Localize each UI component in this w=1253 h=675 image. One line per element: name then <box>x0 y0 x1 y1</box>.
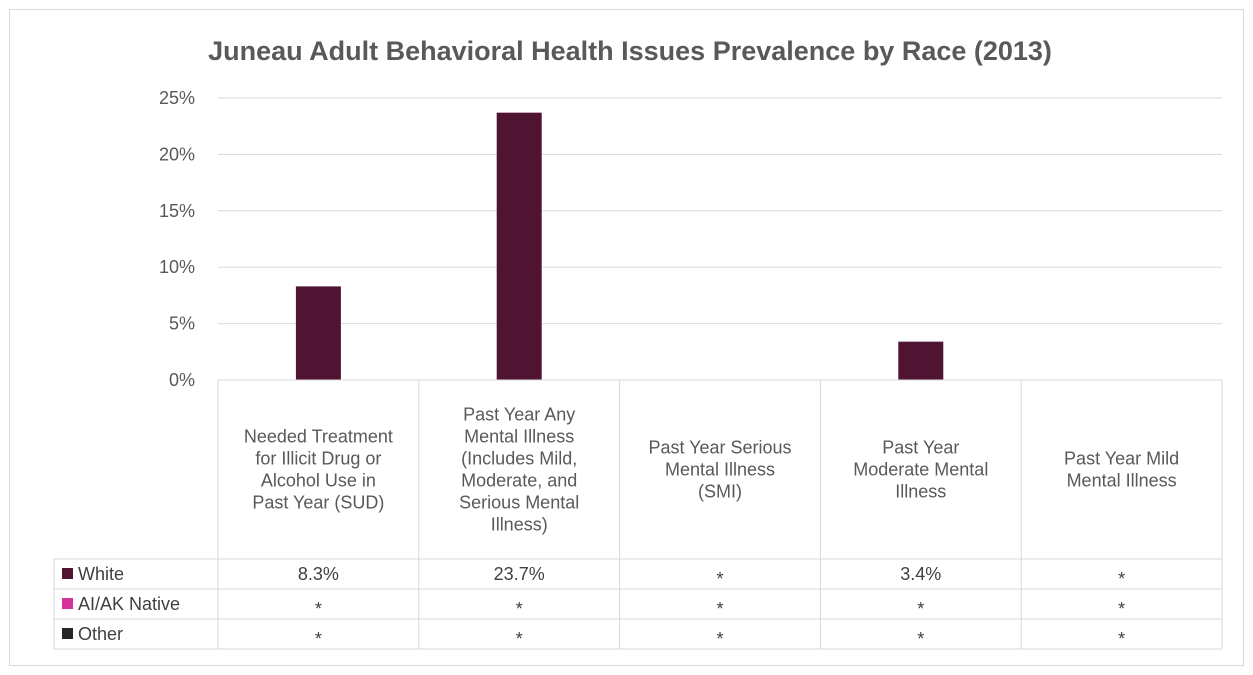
data-label: 8.3% <box>298 564 339 584</box>
category-label: Mental Illness <box>1067 471 1177 491</box>
data-label: * <box>516 629 523 649</box>
category-label: Illness <box>895 482 946 502</box>
category-label: Past Year Serious <box>648 438 791 458</box>
y-tick-label: 0% <box>169 370 195 390</box>
category-label: Serious Mental <box>459 493 579 513</box>
bar <box>295 286 341 380</box>
y-tick-label: 5% <box>169 314 195 334</box>
category-label: Past Year <box>882 438 959 458</box>
bars <box>295 112 944 380</box>
legend-label: AI/AK Native <box>78 594 180 614</box>
data-label: * <box>315 629 322 649</box>
legend-label: White <box>78 564 124 584</box>
data-label: * <box>716 629 723 649</box>
data-label: * <box>1118 569 1125 589</box>
category-label: Alcohol Use in <box>261 471 376 491</box>
category-label: Moderate Mental <box>853 460 988 480</box>
data-label: * <box>1118 599 1125 619</box>
legend-swatch <box>62 628 73 639</box>
data-label: * <box>716 599 723 619</box>
category-label: Mental Illness <box>464 427 574 447</box>
category-label: Past Year (SUD) <box>252 493 384 513</box>
data-label: * <box>716 569 723 589</box>
category-label: for Illicit Drug or <box>255 449 381 469</box>
gridlines <box>218 97 1222 325</box>
category-label: Illness) <box>491 515 548 535</box>
category-label: (SMI) <box>698 482 742 502</box>
data-label: * <box>315 599 322 619</box>
chart-frame <box>9 9 1244 666</box>
chart-title: Juneau Adult Behavioral Health Issues Pr… <box>208 36 1052 66</box>
data-label: * <box>917 629 924 649</box>
y-tick-label: 20% <box>159 144 195 164</box>
data-label: 3.4% <box>900 564 941 584</box>
data-label: 23.7% <box>494 564 545 584</box>
bar <box>898 341 944 380</box>
y-axis: 0% 5% 10% 15% 20% 25% <box>159 88 195 390</box>
legend-swatch <box>62 598 73 609</box>
category-label: Moderate, and <box>461 471 577 491</box>
category-label: Past Year Mild <box>1064 449 1179 469</box>
category-label: Needed Treatment <box>244 427 393 447</box>
category-label: (Includes Mild, <box>461 449 577 469</box>
data-label: * <box>1118 629 1125 649</box>
bar <box>496 112 542 380</box>
category-label: Past Year Any <box>463 405 575 425</box>
y-tick-label: 10% <box>159 257 195 277</box>
legend-swatch <box>62 568 73 579</box>
category-label: Mental Illness <box>665 460 775 480</box>
y-tick-label: 25% <box>159 88 195 108</box>
data-label: * <box>516 599 523 619</box>
y-tick-label: 15% <box>159 201 195 221</box>
data-label: * <box>917 599 924 619</box>
legend-label: Other <box>78 624 123 644</box>
